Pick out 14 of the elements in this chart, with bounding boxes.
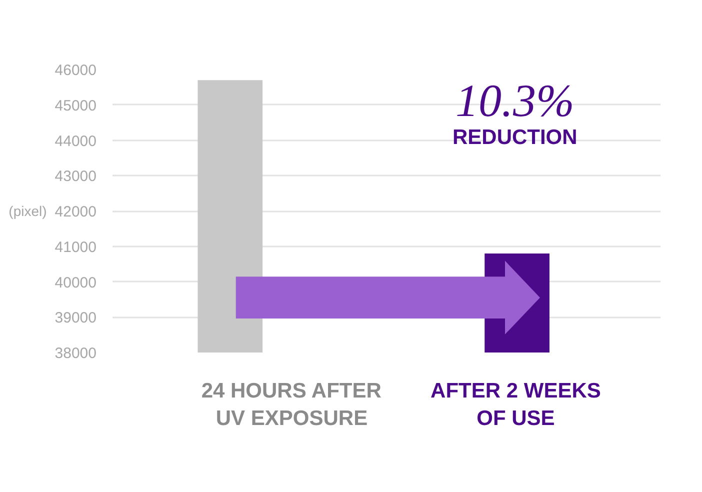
y-tick-label: 46000 xyxy=(54,62,97,79)
y-tick-label: 42000 xyxy=(54,204,97,220)
y-tick-label: 45000 xyxy=(54,97,97,114)
y-tick-label: 43000 xyxy=(54,168,97,186)
y-tick-label: 41000 xyxy=(54,238,97,256)
x-tick-label: 24 HOURS AFTER UV EXPOSURE xyxy=(201,379,382,430)
y-axis-title: (pixel) xyxy=(8,203,47,219)
annotation: 10.3% xyxy=(455,75,574,126)
y-tick-label: 38000 xyxy=(54,345,97,362)
y-tick-label: 44000 xyxy=(54,132,97,150)
y-tick-label: 40000 xyxy=(54,274,97,292)
x-tick-label: AFTER 2 WEEKS OF USE xyxy=(430,379,601,430)
y-tick-label: 39000 xyxy=(54,310,97,327)
annotation: REDUCTION xyxy=(452,126,578,150)
